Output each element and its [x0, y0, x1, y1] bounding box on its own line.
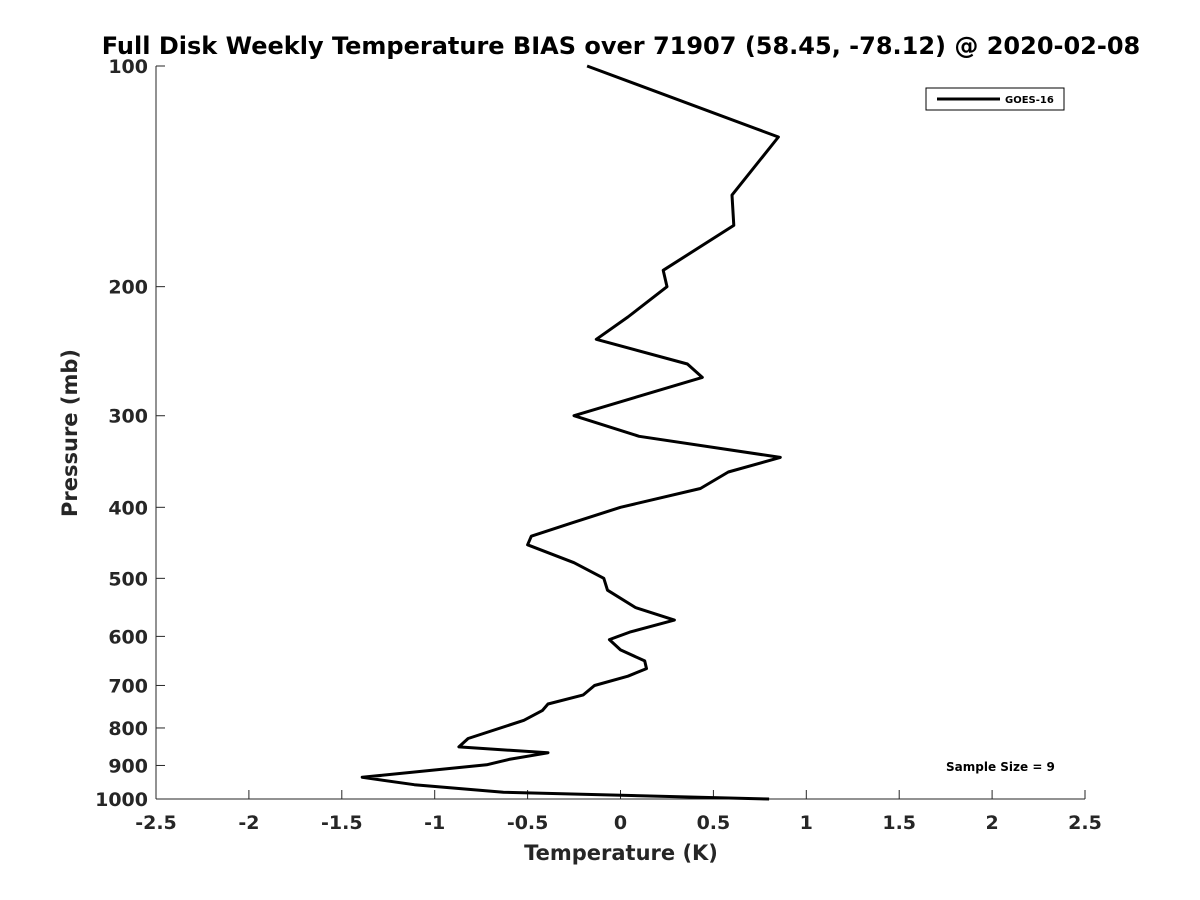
series-line-goes-16	[360, 64, 782, 801]
x-tick-label: 2.5	[1068, 812, 1102, 834]
y-tick-label: 200	[108, 277, 148, 299]
x-tick-label: 1	[800, 812, 813, 834]
x-tick-label: -0.5	[507, 812, 549, 834]
plot-area	[155, 66, 1085, 800]
x-tick-label: -2	[238, 812, 259, 834]
x-tick-label: 0.5	[697, 812, 731, 834]
legend: GOES-16	[925, 87, 1065, 111]
x-axis-label: Temperature (K)	[524, 841, 718, 865]
y-tick-label: 1000	[95, 789, 148, 811]
y-tick-label: 900	[108, 755, 148, 777]
x-tick-label: -1	[424, 812, 445, 834]
x-tick-label: 1.5	[882, 812, 916, 834]
x-tick-label: 0	[614, 812, 627, 834]
y-tick-label: 700	[108, 675, 148, 697]
x-tick-label: 2	[985, 812, 998, 834]
y-tick-label: 300	[108, 406, 148, 428]
chart-title: Full Disk Weekly Temperature BIAS over 7…	[102, 32, 1141, 60]
y-tick-label: 600	[108, 626, 148, 648]
x-ticks: -2.5 -2 -1.5 -1 -0.5 0 0.5 1 1.5 2 2.5	[135, 790, 1102, 834]
sample-size-annotation: Sample Size = 9	[946, 760, 1055, 774]
y-tick-label: 400	[108, 497, 148, 519]
x-tick-label: -2.5	[135, 812, 177, 834]
y-ticks: 100 200 300 400 500 600 700 800 900 1000	[95, 56, 165, 811]
y-tick-label: 500	[108, 568, 148, 590]
y-tick-label: 100	[108, 56, 148, 78]
x-tick-label: -1.5	[321, 812, 363, 834]
y-axis-label: Pressure (mb)	[58, 349, 82, 517]
y-tick-label: 800	[108, 718, 148, 740]
legend-entry-goes-16: GOES-16	[1005, 95, 1054, 106]
